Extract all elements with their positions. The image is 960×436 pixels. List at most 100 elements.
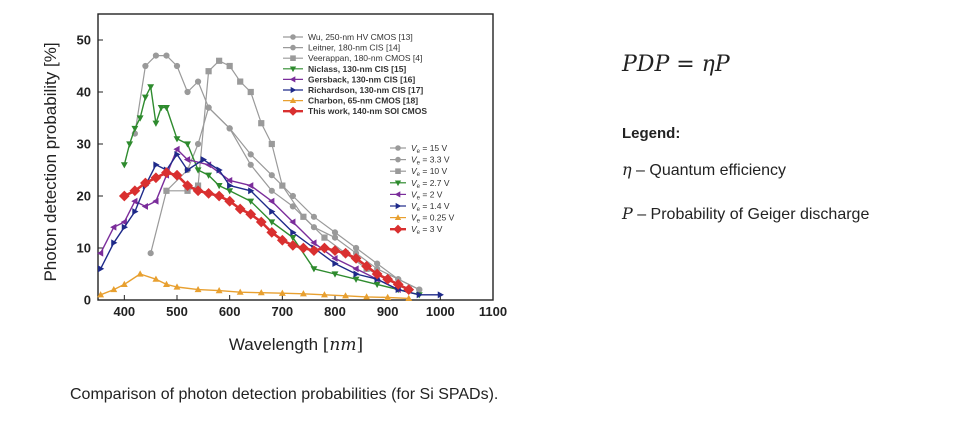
data-point	[289, 218, 296, 226]
data-point	[247, 198, 255, 205]
data-point	[194, 285, 202, 293]
data-point	[171, 169, 183, 181]
data-point	[215, 287, 223, 294]
x-tick-label: 500	[166, 304, 188, 319]
legend-series-name: This work, 140-nm SOI CMOS	[308, 106, 427, 116]
data-point	[182, 180, 193, 191]
data-point	[310, 266, 318, 273]
data-point	[268, 140, 275, 148]
data-point	[141, 202, 148, 210]
legend-voltage-marker	[394, 214, 402, 220]
series-line	[123, 171, 410, 291]
data-point	[269, 208, 276, 216]
legend-series-name: Charbon, 65-nm CMOS [18]	[308, 96, 418, 106]
data-point	[278, 289, 286, 296]
eta-description: – Quantum efficiency	[631, 162, 787, 179]
data-point	[331, 271, 339, 278]
data-point	[350, 253, 362, 264]
data-point	[205, 104, 212, 111]
data-point	[136, 115, 144, 122]
data-point	[247, 151, 254, 158]
series-line	[99, 153, 441, 296]
data-point	[192, 185, 204, 197]
legend-voltage-label: Ve = 0.25 V	[411, 213, 455, 225]
data-point	[319, 242, 330, 254]
data-point	[152, 197, 159, 205]
legend-voltage-label: Ve = 2.7 V	[411, 178, 450, 190]
legend-voltage-marker	[394, 191, 401, 198]
data-point	[173, 136, 181, 143]
legend-voltage-marker	[395, 145, 401, 151]
data-point	[157, 105, 165, 112]
y-tick-label: 10	[77, 241, 91, 256]
x-axis-label-unit: nm	[329, 335, 356, 355]
data-point	[352, 276, 360, 283]
x-tick-label: 1100	[479, 304, 507, 319]
data-point	[147, 84, 155, 91]
data-point	[173, 283, 181, 290]
data-point	[373, 281, 381, 289]
data-point	[194, 140, 202, 148]
y-axis-label: Photon detection probability [%]	[41, 42, 60, 281]
data-point	[247, 161, 254, 168]
data-point	[289, 192, 296, 200]
data-point	[163, 105, 170, 112]
y-tick-label: 20	[77, 189, 91, 204]
legend-marker	[290, 34, 296, 40]
data-point	[174, 150, 181, 158]
legend-marker	[289, 97, 297, 103]
legend-voltage-marker	[395, 168, 401, 174]
data-point	[118, 190, 130, 202]
data-point	[142, 62, 149, 70]
data-point	[257, 289, 265, 296]
data-point	[129, 185, 141, 197]
legend-marker	[290, 86, 297, 94]
data-point	[152, 52, 160, 59]
legend-voltage-marker	[394, 180, 402, 187]
data-point	[321, 291, 328, 298]
data-point	[342, 292, 349, 299]
data-point	[289, 235, 297, 242]
data-point	[247, 88, 254, 96]
legend-series-name: Leitner, 180-nm CIS [14]	[308, 43, 400, 53]
data-point	[132, 208, 139, 216]
data-point	[150, 172, 162, 184]
y-tick-label: 0	[84, 293, 91, 308]
data-point	[279, 182, 286, 189]
legend-series-name: Niclass, 130-nm CIS [15]	[308, 64, 406, 74]
figure-caption: Comparison of photon detection probabili…	[70, 386, 499, 403]
data-point	[300, 213, 307, 220]
data-point	[226, 188, 234, 195]
data-point	[226, 62, 233, 70]
side-legend-title: Legend:	[622, 125, 681, 142]
data-point	[276, 234, 288, 246]
x-tick-label: 900	[377, 304, 399, 319]
data-point	[194, 78, 202, 85]
data-point	[287, 240, 299, 251]
legend-marker	[289, 66, 297, 73]
data-point	[173, 62, 181, 70]
data-point	[121, 223, 128, 231]
data-point	[266, 227, 278, 238]
y-tick-label: 40	[77, 85, 91, 100]
data-point	[200, 156, 207, 164]
x-tick-label: 400	[113, 304, 135, 319]
data-point	[268, 197, 275, 205]
data-point	[111, 239, 118, 247]
data-point	[224, 195, 236, 207]
data-point	[353, 270, 360, 278]
data-point	[331, 229, 339, 236]
data-point	[310, 213, 318, 220]
data-point	[173, 145, 180, 153]
x-tick-label: 600	[219, 304, 241, 319]
data-point	[205, 68, 212, 75]
data-point	[131, 125, 139, 133]
x-axis-label-unit-close: ]	[356, 335, 363, 355]
data-point	[258, 120, 265, 127]
x-tick-label: 700	[271, 304, 293, 319]
data-point	[268, 172, 275, 179]
legend-voltage-marker	[395, 156, 401, 163]
series-6	[97, 270, 413, 302]
data-point	[234, 203, 246, 215]
